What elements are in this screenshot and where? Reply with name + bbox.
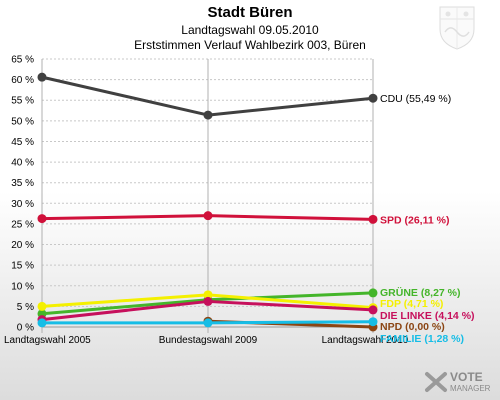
vote-manager-watermark: VOTE MANAGER [424,368,496,396]
series-end-label: SPD (26,11 %) [380,214,449,226]
series-end-label: FDP (4,71 %) [380,298,443,310]
series-point [37,72,47,82]
series-end-label: NPD (0,00 %) [380,321,445,333]
y-tick-label: 5 % [17,302,34,313]
chart-subtitle-district: Erststimmen Verlauf Wahlbezirk 003, Büre… [134,37,366,52]
series-point [37,301,47,311]
series-point [203,110,213,120]
series-end-label: CDU (55,49 %) [380,93,451,105]
series-point [203,318,213,328]
x-tick-label: Landtagswahl 2010 [322,335,409,346]
y-tick-label: 45 % [11,137,34,148]
y-tick-label: 15 % [11,261,34,272]
watermark-main-text: VOTE [450,370,483,384]
series-point [37,318,47,328]
chart-subtitle-election: Landtagswahl 09.05.2010 [181,22,319,37]
series-end-label: GRÜNE (8,27 %) [380,286,461,299]
series-point [368,317,378,327]
y-tick-label: 30 % [11,199,34,210]
series-point [368,93,378,103]
y-tick-label: 20 % [11,240,34,251]
x-tick-label: Landtagswahl 2005 [4,335,91,346]
series-point [368,214,378,224]
series-point [203,290,213,300]
coat-of-arms-icon [439,6,475,50]
series-point [203,211,213,221]
y-tick-label: 0 % [17,323,34,334]
vote-x-icon [425,372,447,392]
y-tick-label: 10 % [11,281,34,292]
y-tick-label: 40 % [11,158,34,169]
series-point [37,214,47,224]
y-tick-label: 35 % [11,178,34,189]
series-point [368,305,378,315]
series-point [203,296,213,306]
x-tick-label: Bundestagswahl 2009 [159,335,258,346]
chart-header: Stadt Büren Landtagswahl 09.05.2010 Erst… [0,4,500,53]
chart-title: Stadt Büren [207,4,293,21]
series-end-label: DIE LINKE (4,14 %) [380,310,475,322]
y-tick-label: 60 % [11,75,34,86]
y-tick-label: 50 % [11,116,34,127]
y-tick-label: 55 % [11,96,34,107]
y-tick-label: 25 % [11,219,34,230]
watermark-sub-text: MANAGER [450,384,491,393]
series-point [368,288,378,298]
series-end-label: FAMILIE (1,28 %) [380,333,464,345]
y-tick-label: 65 % [11,55,34,66]
